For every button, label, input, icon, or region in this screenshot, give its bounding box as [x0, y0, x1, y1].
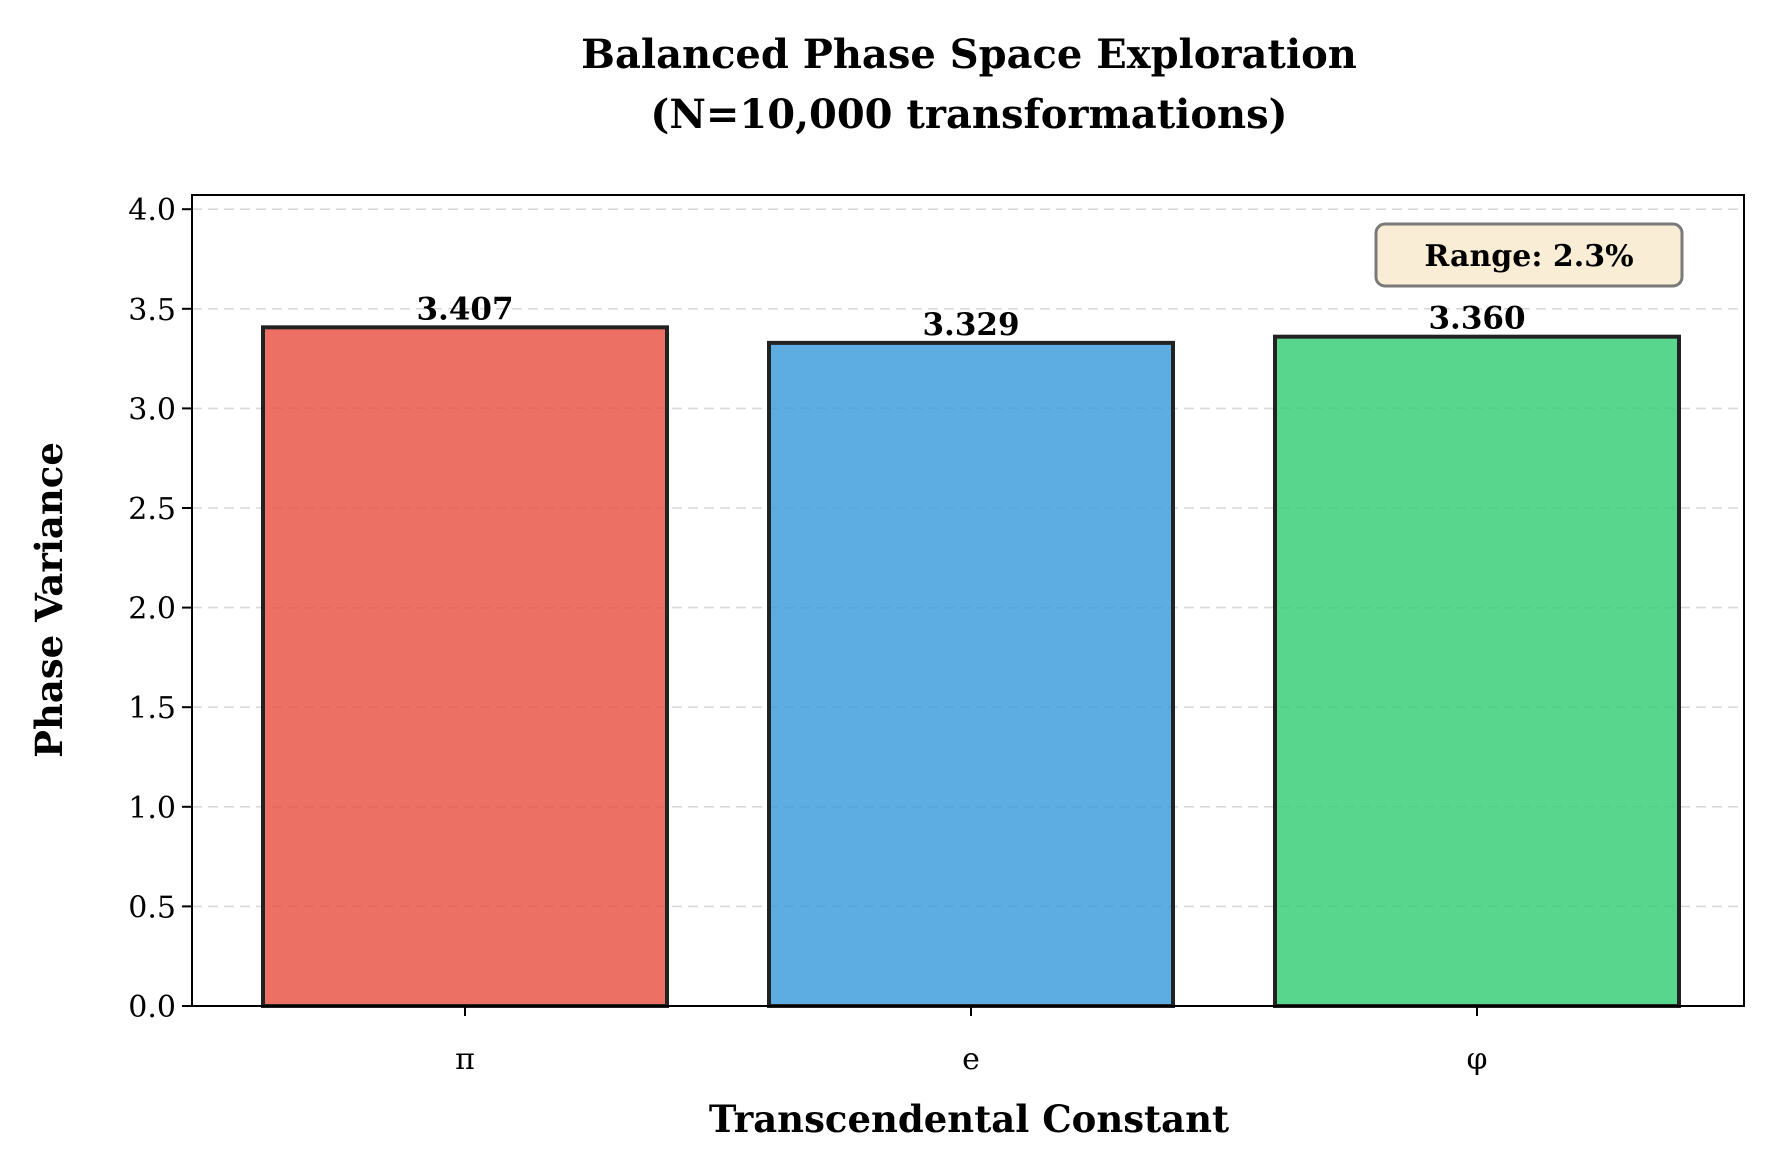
range-annotation-text: Range: 2.3%	[1424, 239, 1633, 274]
range-annotation-box	[1374, 222, 1684, 288]
y-tick-label: 0.0	[128, 990, 176, 1025]
y-tick-label: 3.0	[128, 392, 176, 427]
range-annotation: Range: 2.3%	[1374, 222, 1684, 288]
y-tick-label: 4.0	[128, 193, 176, 228]
x-axis-label: Transcendental Constant	[709, 1097, 1229, 1141]
y-tick-label: 2.0	[128, 592, 176, 627]
value-label-layer: 3.407 3.329 3.360	[416, 291, 1525, 343]
bar-value-label: 3.329	[922, 307, 1019, 343]
y-axis-label: Phase Variance	[27, 442, 71, 758]
y-tick-label: 0.5	[128, 890, 176, 925]
bar-value-label: 3.360	[1428, 301, 1525, 337]
bar	[767, 340, 1175, 1008]
bar-value-label: 3.407	[416, 291, 513, 327]
chart-title-line2: (N=10,000 transformations)	[650, 91, 1287, 138]
x-tick-label: π	[455, 1042, 475, 1077]
y-tick-label: 1.5	[128, 691, 176, 726]
chart-title-line1: Balanced Phase Space Exploration	[581, 31, 1357, 78]
y-axis-ticks: 0.0 0.5 1.0 1.5 2.0 2.5 3.0 3.5 4.0	[128, 193, 192, 1025]
y-tick-label: 3.5	[128, 293, 176, 328]
y-tick-label: 2.5	[128, 492, 176, 527]
bar-layer	[261, 325, 1681, 1008]
x-tick-label: e	[962, 1042, 980, 1077]
x-tick-label: φ	[1466, 1042, 1487, 1077]
bar	[1273, 334, 1681, 1008]
bar	[261, 325, 669, 1008]
plot-area-frame	[191, 194, 1745, 1007]
y-tick-label: 1.0	[128, 791, 176, 826]
